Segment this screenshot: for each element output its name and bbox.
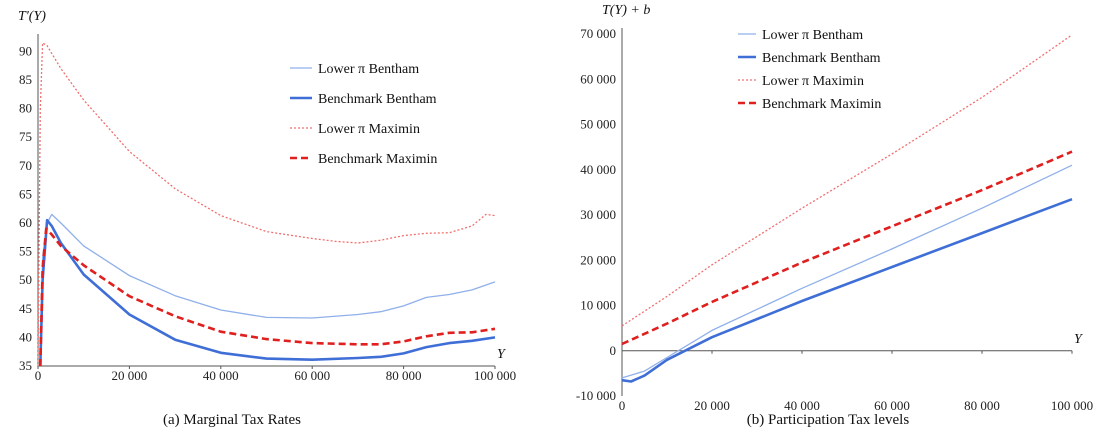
- y-tick-label: 10 000: [580, 298, 616, 313]
- series-line-0: [621, 164, 1073, 379]
- y-tick-label: 80: [19, 101, 32, 116]
- y-tick-label: 30 000: [580, 207, 616, 222]
- x-axis-label: Y: [1074, 332, 1084, 347]
- legend-label: Benchmark Bentham: [762, 51, 881, 66]
- y-tick-label: 20 000: [580, 252, 616, 267]
- x-tick-label: 80 000: [386, 368, 422, 383]
- y-tick-label: 70 000: [580, 26, 616, 41]
- series-line-0: [39, 213, 496, 367]
- y-tick-label: 40 000: [580, 162, 616, 177]
- y-tick-label: 45: [19, 301, 32, 316]
- x-tick-label: 100 000: [474, 368, 516, 383]
- y-tick-label: 60 000: [580, 71, 616, 86]
- series-line-3: [39, 227, 496, 367]
- x-tick-label: 40 000: [784, 398, 820, 413]
- legend-label: Benchmark Bentham: [318, 92, 437, 107]
- series-line-1: [39, 218, 496, 367]
- y-tick-label: 65: [19, 186, 32, 201]
- y-tick-label: 55: [19, 244, 32, 259]
- y-tick-label: 75: [19, 129, 32, 144]
- legend-label: Benchmark Maximin: [762, 97, 881, 112]
- x-tick-label: 20 000: [112, 368, 148, 383]
- y-tick-label: 90: [19, 43, 32, 58]
- x-tick-label: 80 000: [964, 398, 1000, 413]
- x-tick-label: 60 000: [294, 368, 330, 383]
- x-tick-label: 0: [619, 398, 626, 413]
- chart-caption: (a) Marginal Tax Rates: [163, 412, 301, 428]
- chart-panel-0: 35 40 45 50 55 60 65 70 75 80 85 90 0 20 000 40 000 60 …: [18, 9, 516, 428]
- series-line-3: [621, 150, 1073, 346]
- y-tick-label: 85: [19, 72, 32, 87]
- y-tick-label: 50 000: [580, 117, 616, 132]
- x-tick-label: 40 000: [203, 368, 239, 383]
- legend-label: Lower π Bentham: [762, 28, 863, 43]
- y-tick-label: 40: [19, 329, 32, 344]
- chart-caption: (b) Participation Tax levels: [747, 412, 910, 428]
- x-tick-label: 20 000: [694, 398, 730, 413]
- y-tick-label: 70: [19, 158, 32, 173]
- y-tick-label: -10 000: [576, 388, 616, 403]
- y-tick-label: 35: [19, 358, 32, 373]
- x-tick-label: 60 000: [874, 398, 910, 413]
- series-line-2: [621, 34, 1073, 327]
- x-tick-label: 100 000: [1051, 398, 1093, 413]
- legend-label: Lower π Maximin: [318, 122, 420, 137]
- y-tick-label: 0: [610, 343, 617, 358]
- series-line-2: [37, 42, 496, 367]
- x-tick-label: 0: [35, 368, 42, 383]
- y-axis-label: T'(Y): [18, 9, 46, 24]
- legend-label: Lower π Bentham: [318, 62, 419, 77]
- x-axis-label: Y: [497, 347, 507, 362]
- legend-label: Lower π Maximin: [762, 74, 864, 89]
- y-axis-label: T(Y) + b: [602, 3, 650, 18]
- y-tick-label: 60: [19, 215, 32, 230]
- y-tick-label: 50: [19, 272, 32, 287]
- legend-label: Benchmark Maximin: [318, 152, 437, 167]
- series-line-1: [621, 197, 1073, 383]
